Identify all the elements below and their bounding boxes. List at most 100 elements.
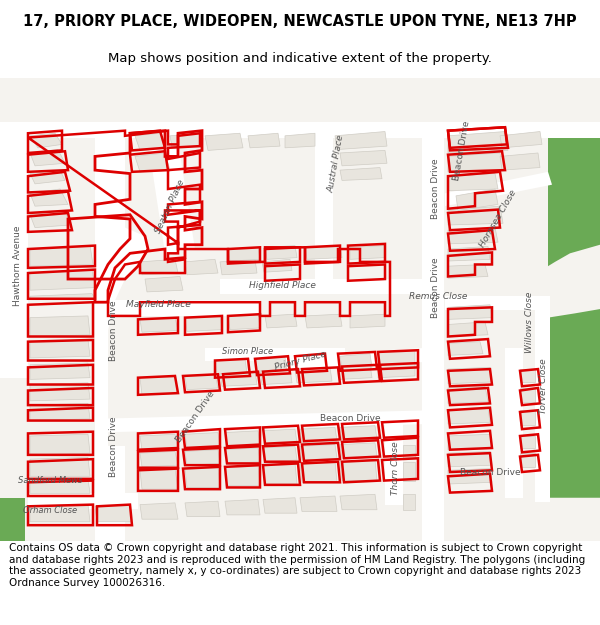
Polygon shape [145, 122, 195, 253]
Polygon shape [448, 174, 498, 191]
Text: Austral Place: Austral Place [326, 134, 346, 193]
Polygon shape [30, 363, 90, 379]
Polygon shape [448, 153, 503, 172]
Polygon shape [140, 376, 178, 395]
Polygon shape [300, 496, 337, 511]
Bar [95, 446, 125, 541]
Text: Willows Close: Willows Close [526, 291, 535, 352]
Polygon shape [30, 246, 93, 266]
Polygon shape [30, 149, 65, 166]
Polygon shape [262, 259, 292, 272]
Polygon shape [30, 479, 90, 494]
Polygon shape [340, 426, 377, 441]
Polygon shape [135, 153, 170, 172]
Text: Beacon Drive: Beacon Drive [460, 468, 520, 476]
Polygon shape [215, 359, 247, 375]
Bar [95, 301, 260, 316]
Polygon shape [30, 170, 65, 184]
Polygon shape [448, 206, 503, 225]
Polygon shape [300, 444, 337, 460]
Polygon shape [350, 314, 385, 328]
Text: Beacon Drive: Beacon Drive [109, 416, 118, 477]
Polygon shape [378, 363, 415, 378]
Polygon shape [140, 451, 178, 467]
Text: Beacon Drive: Beacon Drive [452, 120, 472, 181]
Polygon shape [95, 504, 132, 522]
Polygon shape [30, 403, 90, 421]
Text: Priory Place: Priory Place [273, 349, 327, 372]
Text: Mayfield Place: Mayfield Place [125, 300, 190, 309]
Polygon shape [448, 305, 492, 319]
Polygon shape [448, 451, 492, 467]
Polygon shape [185, 374, 218, 389]
Polygon shape [445, 172, 552, 206]
Polygon shape [30, 294, 95, 299]
Polygon shape [403, 494, 415, 510]
Text: Hawthorn Avenue: Hawthorn Avenue [13, 226, 23, 306]
Polygon shape [30, 189, 68, 206]
Text: 17, PRIORY PLACE, WIDEOPEN, NEWCASTLE UPON TYNE, NE13 7HP: 17, PRIORY PLACE, WIDEOPEN, NEWCASTLE UP… [23, 14, 577, 29]
Polygon shape [500, 153, 540, 170]
Bar [535, 305, 550, 502]
Polygon shape [263, 498, 297, 513]
Polygon shape [135, 133, 165, 151]
Polygon shape [500, 131, 542, 148]
Polygon shape [225, 465, 260, 486]
Polygon shape [30, 269, 95, 290]
Text: Orham Close: Orham Close [23, 506, 77, 515]
Polygon shape [335, 131, 387, 149]
Polygon shape [403, 462, 415, 481]
Polygon shape [456, 189, 498, 211]
Polygon shape [448, 246, 490, 261]
Polygon shape [185, 450, 220, 465]
Polygon shape [255, 357, 287, 372]
Polygon shape [520, 369, 535, 382]
Polygon shape [448, 368, 492, 384]
Text: Thorn Close: Thorn Close [391, 441, 400, 494]
Polygon shape [403, 444, 415, 458]
Polygon shape [185, 259, 218, 275]
Polygon shape [170, 133, 202, 148]
Polygon shape [448, 434, 492, 450]
Polygon shape [300, 462, 337, 482]
Polygon shape [340, 354, 372, 369]
Polygon shape [295, 368, 332, 383]
Polygon shape [448, 131, 508, 153]
Polygon shape [260, 369, 292, 384]
Polygon shape [145, 276, 183, 292]
Polygon shape [185, 432, 220, 448]
Polygon shape [95, 410, 430, 432]
Polygon shape [140, 469, 178, 489]
Polygon shape [548, 309, 600, 498]
Polygon shape [448, 322, 488, 336]
Polygon shape [220, 259, 257, 275]
Polygon shape [140, 318, 178, 332]
Polygon shape [30, 458, 90, 476]
Polygon shape [340, 168, 382, 181]
Polygon shape [340, 151, 387, 166]
Polygon shape [285, 133, 315, 148]
Polygon shape [30, 316, 90, 336]
Polygon shape [185, 467, 220, 488]
Bar [385, 419, 403, 504]
Text: Torver Close: Torver Close [539, 358, 548, 414]
Polygon shape [263, 429, 297, 444]
Polygon shape [0, 122, 28, 378]
Text: Map shows position and indicative extent of the property.: Map shows position and indicative extent… [108, 52, 492, 64]
Polygon shape [448, 264, 488, 278]
Polygon shape [30, 211, 70, 227]
Text: Simon Place: Simon Place [223, 348, 274, 356]
Polygon shape [30, 434, 90, 455]
Polygon shape [305, 314, 342, 328]
Text: Beacon Drive: Beacon Drive [174, 389, 216, 444]
Text: Sandford Mews: Sandford Mews [18, 476, 82, 485]
Bar [505, 348, 523, 498]
Polygon shape [340, 443, 377, 458]
Polygon shape [520, 453, 535, 467]
Text: Hornsea Close: Hornsea Close [478, 189, 518, 249]
Bar [0, 122, 600, 138]
Polygon shape [305, 246, 342, 259]
Text: Highfield Place: Highfield Place [248, 281, 316, 291]
Text: Beacon Drive: Beacon Drive [431, 258, 439, 318]
Polygon shape [140, 434, 178, 450]
